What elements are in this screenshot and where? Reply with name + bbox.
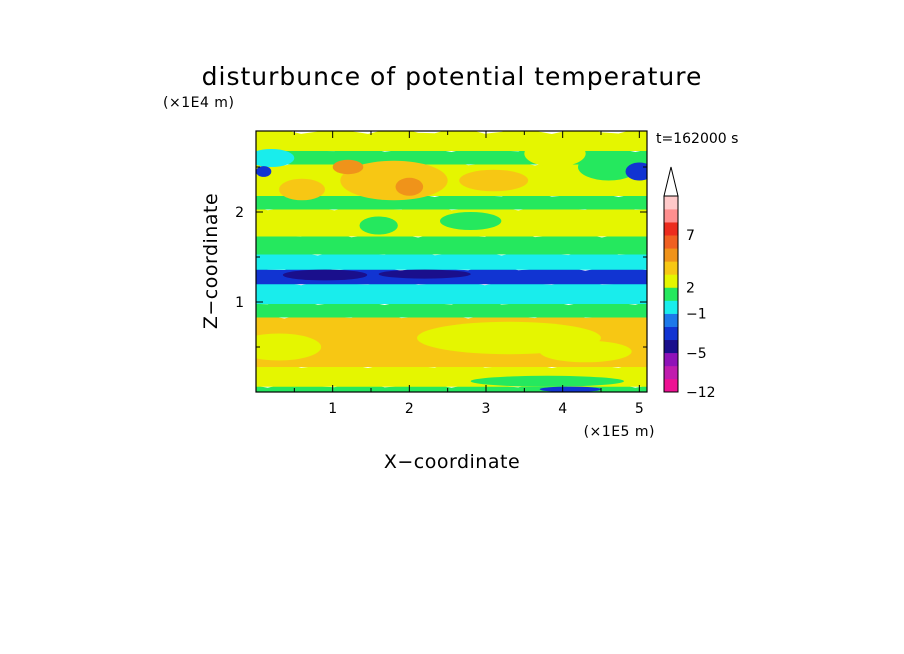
contour-patch — [279, 178, 325, 201]
colorbar-segment — [664, 300, 678, 314]
colorbar-tick-label: −5 — [686, 346, 707, 362]
contour-patch — [256, 166, 272, 177]
colorbar-segment — [664, 287, 678, 301]
contour-patch — [359, 216, 398, 235]
x-unit-label: (×1E5 m) — [584, 424, 655, 440]
contour-patch — [332, 159, 364, 175]
contour-patch — [378, 269, 471, 279]
colorbar-segment — [664, 248, 678, 262]
contour-patch — [539, 386, 601, 392]
chart-title: disturbunce of potential temperature — [202, 62, 703, 91]
contour-patch — [524, 140, 586, 167]
contour-patch — [282, 269, 368, 281]
colorbar-segment — [664, 222, 678, 236]
y-axis-ticks: 12 — [235, 166, 647, 348]
x-axis-ticks: 1 2 3 4 5 — [293, 131, 644, 417]
contour-patch — [395, 177, 424, 196]
colorbar-segment — [664, 261, 678, 275]
x-tick-label: 4 — [558, 401, 567, 417]
colorbar-segment — [664, 326, 678, 341]
contour-patch — [578, 153, 640, 181]
x-axis-label: X−coordinate — [384, 451, 520, 473]
contour-patch — [459, 169, 529, 192]
contour-field — [256, 131, 647, 392]
contour-patch — [539, 340, 632, 363]
contour-patch — [625, 162, 647, 181]
x-tick-label: 1 — [328, 401, 337, 417]
time-label: t=162000 s — [656, 131, 738, 147]
colorbar-tick-label: −1 — [686, 307, 707, 323]
plot-frame — [255, 130, 648, 393]
contour-patch — [440, 212, 502, 230]
x-tick-label: 2 — [405, 401, 414, 417]
y-axis-label: Z−coordinate — [200, 193, 222, 329]
colorbar-segment — [664, 274, 678, 288]
colorbar-tick-label: 7 — [686, 228, 695, 244]
y-tick-label: 1 — [235, 295, 244, 311]
contour-band — [256, 231, 647, 255]
colorbar-extend-arrow — [663, 166, 679, 197]
colorbar-segment — [664, 209, 678, 223]
y-tick-label: 2 — [235, 205, 244, 221]
colorbar-segment — [664, 352, 678, 367]
colorbar-segment — [664, 365, 678, 380]
y-unit-label: (×1E4 m) — [163, 95, 234, 111]
contour-patch — [470, 375, 624, 387]
x-tick-label: 5 — [635, 401, 644, 417]
x-tick-label: 3 — [482, 401, 491, 417]
contour-band — [256, 279, 647, 304]
colorbar-segment — [664, 313, 678, 327]
colorbar: −12−5−127 — [663, 166, 716, 401]
colorbar-segment — [664, 339, 678, 354]
colorbar-tick-label: −12 — [686, 385, 716, 401]
colorbar-segment — [664, 378, 678, 393]
contour-band — [256, 249, 647, 270]
colorbar-segment — [664, 196, 678, 210]
colorbar-tick-label: 2 — [686, 280, 695, 296]
colorbar-segment — [664, 235, 678, 249]
contour-patch — [256, 149, 295, 167]
contour-patch — [256, 333, 322, 361]
